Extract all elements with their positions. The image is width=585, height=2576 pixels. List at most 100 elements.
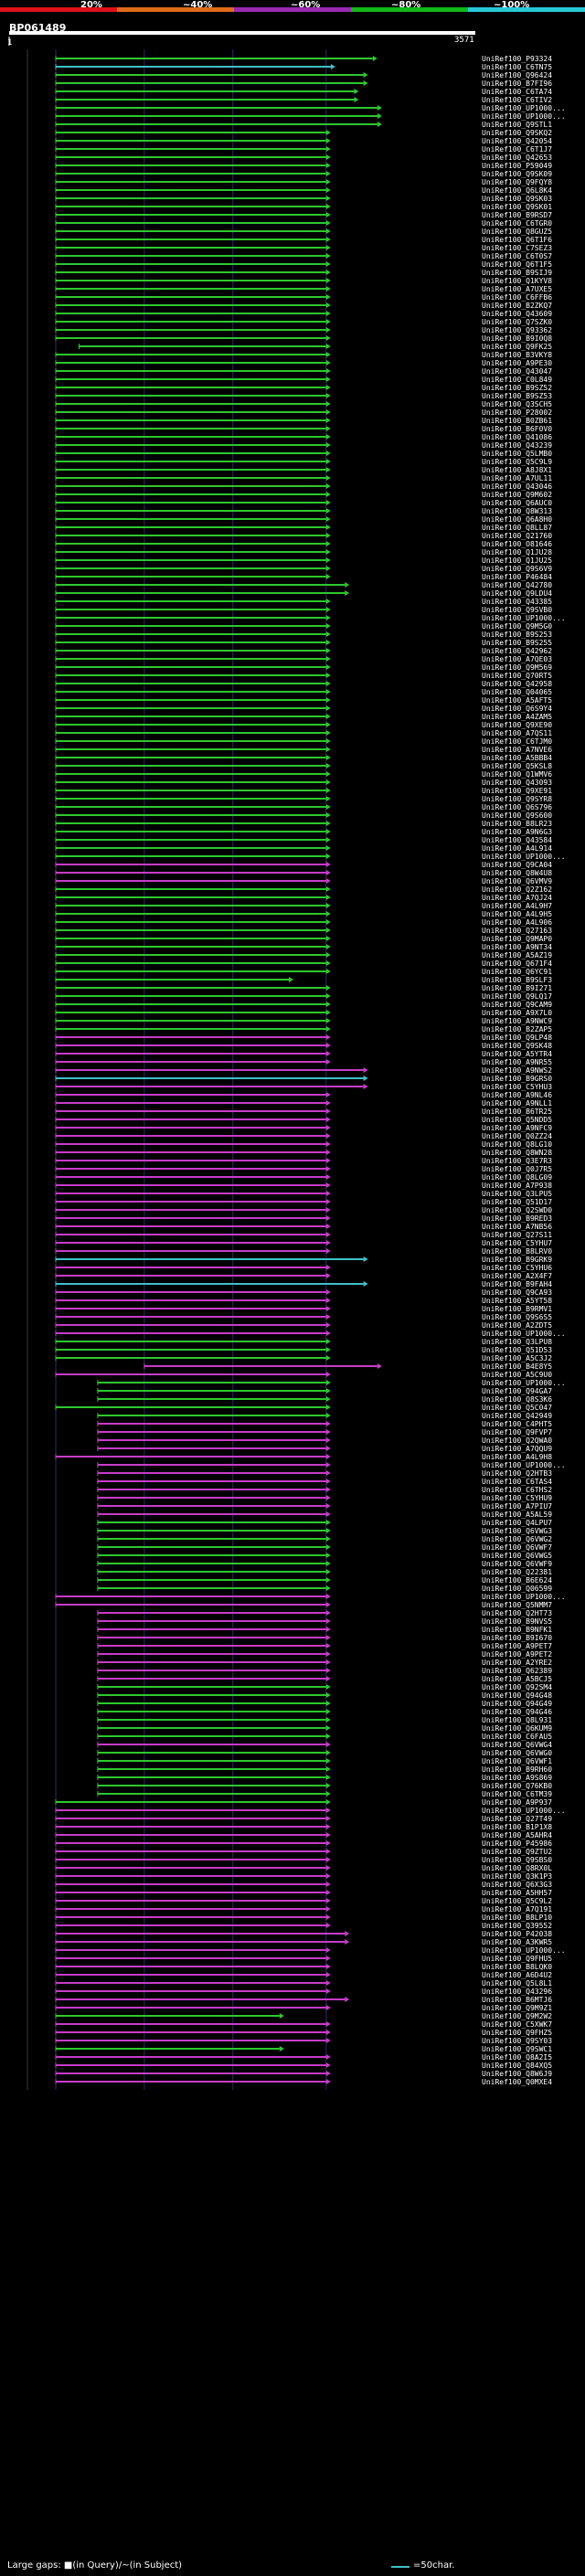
hit-subject-label[interactable]: UniRef100_UP1000... bbox=[482, 104, 566, 112]
hit-row[interactable]: UniRef100_A7NVE6 bbox=[0, 746, 585, 754]
hit-row[interactable]: UniRef100_B2ZKQ7 bbox=[0, 302, 585, 310]
hit-subject-label[interactable]: UniRef100_B9S253 bbox=[482, 631, 553, 639]
hit-subject-label[interactable]: UniRef100_Q3K1P3 bbox=[482, 1872, 553, 1881]
hit-row[interactable]: UniRef100_Q76KB0 bbox=[0, 1782, 585, 1790]
hit-row[interactable]: UniRef100_A9PET7 bbox=[0, 1642, 585, 1650]
hit-subject-label[interactable]: UniRef100_Q62389 bbox=[482, 1667, 553, 1675]
hit-subject-label[interactable]: UniRef100_Q8L931 bbox=[482, 1716, 553, 1724]
hit-subject-label[interactable]: UniRef100_A7QE03 bbox=[482, 655, 553, 663]
hit-subject-label[interactable]: UniRef100_UP1000... bbox=[482, 1807, 566, 1815]
hit-row[interactable]: UniRef100_Q1JU25 bbox=[0, 557, 585, 565]
hit-row[interactable]: UniRef100_Q9FHZ5 bbox=[0, 2029, 585, 2037]
hit-subject-label[interactable]: UniRef100_Q8W4U8 bbox=[482, 869, 553, 877]
hit-subject-label[interactable]: UniRef100_Q9SK03 bbox=[482, 195, 553, 203]
hit-subject-label[interactable]: UniRef100_Q6VWF9 bbox=[482, 1560, 553, 1568]
hit-row[interactable]: UniRef100_B7FI96 bbox=[0, 80, 585, 88]
hit-subject-label[interactable]: UniRef100_Q8S3K6 bbox=[482, 1395, 553, 1404]
hit-row[interactable]: UniRef100_A9PE30 bbox=[0, 359, 585, 367]
hit-row[interactable]: UniRef100_B6TR25 bbox=[0, 1108, 585, 1116]
hit-subject-label[interactable]: UniRef100_A7NVE6 bbox=[482, 746, 553, 754]
hit-subject-label[interactable]: UniRef100_B9NFK1 bbox=[482, 1626, 553, 1634]
hit-subject-label[interactable]: UniRef100_A9NLL1 bbox=[482, 1099, 553, 1108]
hit-subject-label[interactable]: UniRef100_Q43239 bbox=[482, 441, 553, 450]
hit-subject-label[interactable]: UniRef100_A5C9U0 bbox=[482, 1371, 553, 1379]
hit-subject-label[interactable]: UniRef100_Q2SWD0 bbox=[482, 1206, 553, 1214]
hit-row[interactable]: UniRef100_Q9LQ17 bbox=[0, 992, 585, 1001]
hit-row[interactable]: UniRef100_Q8L931 bbox=[0, 1716, 585, 1724]
hit-row[interactable]: UniRef100_A7NB56 bbox=[0, 1223, 585, 1231]
hit-subject-label[interactable]: UniRef100_Q21760 bbox=[482, 532, 553, 540]
hit-row[interactable]: UniRef100_Q6AUC0 bbox=[0, 499, 585, 507]
hit-row[interactable]: UniRef100_Q9FQY8 bbox=[0, 178, 585, 186]
hit-row[interactable]: UniRef100_B9RH60 bbox=[0, 1765, 585, 1774]
hit-subject-label[interactable]: UniRef100_A2YRE2 bbox=[482, 1659, 553, 1667]
hit-subject-label[interactable]: UniRef100_Q0MXE4 bbox=[482, 2078, 553, 2086]
hit-row[interactable]: UniRef100_Q0J7R5 bbox=[0, 1165, 585, 1173]
hit-subject-label[interactable]: UniRef100_B9SLF3 bbox=[482, 976, 553, 984]
hit-subject-label[interactable]: UniRef100_B9RED3 bbox=[482, 1214, 553, 1223]
hit-subject-label[interactable]: UniRef100_Q9SYR8 bbox=[482, 795, 553, 803]
hit-row[interactable]: UniRef100_C5YHU9 bbox=[0, 1494, 585, 1502]
hit-subject-label[interactable]: UniRef100_Q43584 bbox=[482, 836, 553, 844]
hit-row[interactable]: UniRef100_B9RED3 bbox=[0, 1214, 585, 1223]
hit-row[interactable]: UniRef100_Q671F4 bbox=[0, 959, 585, 968]
hit-subject-label[interactable]: UniRef100_UP1000... bbox=[482, 112, 566, 121]
hit-row[interactable]: UniRef100_Q3LPU8 bbox=[0, 1338, 585, 1346]
hit-row[interactable]: UniRef100_C6T1J7 bbox=[0, 145, 585, 154]
hit-row[interactable]: UniRef100_B9FAH4 bbox=[0, 1280, 585, 1288]
hit-subject-label[interactable]: UniRef100_P93324 bbox=[482, 55, 553, 63]
hit-row[interactable]: UniRef100_Q9S6S5 bbox=[0, 1313, 585, 1321]
hit-row[interactable]: UniRef100_B6F0V0 bbox=[0, 425, 585, 433]
hit-row[interactable]: UniRef100_B9NVS5 bbox=[0, 1617, 585, 1626]
hit-row[interactable]: UniRef100_Q6VWF7 bbox=[0, 1543, 585, 1552]
hit-row[interactable]: UniRef100_Q2SWD0 bbox=[0, 1206, 585, 1214]
hit-row[interactable]: UniRef100_A5AZ19 bbox=[0, 951, 585, 959]
hit-row[interactable]: UniRef100_Q94GA7 bbox=[0, 1387, 585, 1395]
hit-row[interactable]: UniRef100_UP1000... bbox=[0, 1593, 585, 1601]
hit-row[interactable]: UniRef100_Q0MXE4 bbox=[0, 2078, 585, 2086]
hit-row[interactable]: UniRef100_Q9SK48 bbox=[0, 1042, 585, 1050]
hit-subject-label[interactable]: UniRef100_B2ZKQ7 bbox=[482, 302, 553, 310]
hit-subject-label[interactable]: UniRef100_UP1000... bbox=[482, 1379, 566, 1387]
hit-subject-label[interactable]: UniRef100_Q42949 bbox=[482, 1412, 553, 1420]
hit-row[interactable]: UniRef100_Q9FVP7 bbox=[0, 1428, 585, 1436]
hit-subject-label[interactable]: UniRef100_A5BBB4 bbox=[482, 754, 553, 762]
hit-subject-label[interactable]: UniRef100_Q0ZZ24 bbox=[482, 1132, 553, 1140]
hit-row[interactable]: UniRef100_A9N6G3 bbox=[0, 828, 585, 836]
hit-row[interactable]: UniRef100_C5YHU6 bbox=[0, 1264, 585, 1272]
hit-row[interactable]: UniRef100_UP1000... bbox=[0, 1330, 585, 1338]
hit-subject-label[interactable]: UniRef100_Q8RX0L bbox=[482, 1864, 553, 1872]
hit-subject-label[interactable]: UniRef100_Q9SKQ2 bbox=[482, 129, 553, 137]
hit-row[interactable]: UniRef100_A5AHR4 bbox=[0, 1831, 585, 1839]
hit-row[interactable]: UniRef100_C5YHU7 bbox=[0, 1239, 585, 1247]
hit-subject-label[interactable]: UniRef100_Q4LPU7 bbox=[482, 1519, 553, 1527]
hit-subject-label[interactable]: UniRef100_Q6VWF7 bbox=[482, 1543, 553, 1552]
hit-subject-label[interactable]: UniRef100_B8LQK0 bbox=[482, 1963, 553, 1971]
hit-row[interactable]: UniRef100_Q51D17 bbox=[0, 1198, 585, 1206]
hit-subject-label[interactable]: UniRef100_Q3SCH5 bbox=[482, 400, 553, 408]
hit-subject-label[interactable]: UniRef100_A7UXE5 bbox=[482, 285, 553, 293]
hit-row[interactable]: UniRef100_Q6VMV9 bbox=[0, 877, 585, 885]
hit-subject-label[interactable]: UniRef100_B9RMV1 bbox=[482, 1305, 553, 1313]
hit-row[interactable]: UniRef100_C6T0S7 bbox=[0, 252, 585, 260]
hit-subject-label[interactable]: UniRef100_Q6X3G3 bbox=[482, 1881, 553, 1889]
hit-subject-label[interactable]: UniRef100_A2ZDT5 bbox=[482, 1321, 553, 1330]
hit-row[interactable]: UniRef100_A7P938 bbox=[0, 1182, 585, 1190]
hit-row[interactable]: UniRef100_B2ZAP5 bbox=[0, 1025, 585, 1034]
hit-subject-label[interactable]: UniRef100_UP1000... bbox=[482, 614, 566, 622]
hit-subject-label[interactable]: UniRef100_A9PET2 bbox=[482, 1650, 553, 1659]
hit-subject-label[interactable]: UniRef100_UP1000... bbox=[482, 853, 566, 861]
hit-subject-label[interactable]: UniRef100_Q6A8H0 bbox=[482, 515, 553, 524]
hit-row[interactable]: UniRef100_A2YRE2 bbox=[0, 1659, 585, 1667]
hit-subject-label[interactable]: UniRef100_B7FI96 bbox=[482, 80, 553, 88]
hit-subject-label[interactable]: UniRef100_A9P937 bbox=[482, 1798, 553, 1807]
hit-row[interactable]: UniRef100_A7QJ24 bbox=[0, 894, 585, 902]
hit-subject-label[interactable]: UniRef100_Q43047 bbox=[482, 367, 553, 376]
hit-subject-label[interactable]: UniRef100_Q94GA7 bbox=[482, 1387, 553, 1395]
hit-row[interactable]: UniRef100_Q8GUZ5 bbox=[0, 228, 585, 236]
hit-row[interactable]: UniRef100_Q1KYV8 bbox=[0, 277, 585, 285]
hit-subject-label[interactable]: UniRef100_B9I670 bbox=[482, 1634, 553, 1642]
hit-row[interactable]: UniRef100_Q43239 bbox=[0, 441, 585, 450]
hit-subject-label[interactable]: UniRef100_Q9SVB0 bbox=[482, 606, 553, 614]
hit-row[interactable]: UniRef100_Q9SK03 bbox=[0, 195, 585, 203]
